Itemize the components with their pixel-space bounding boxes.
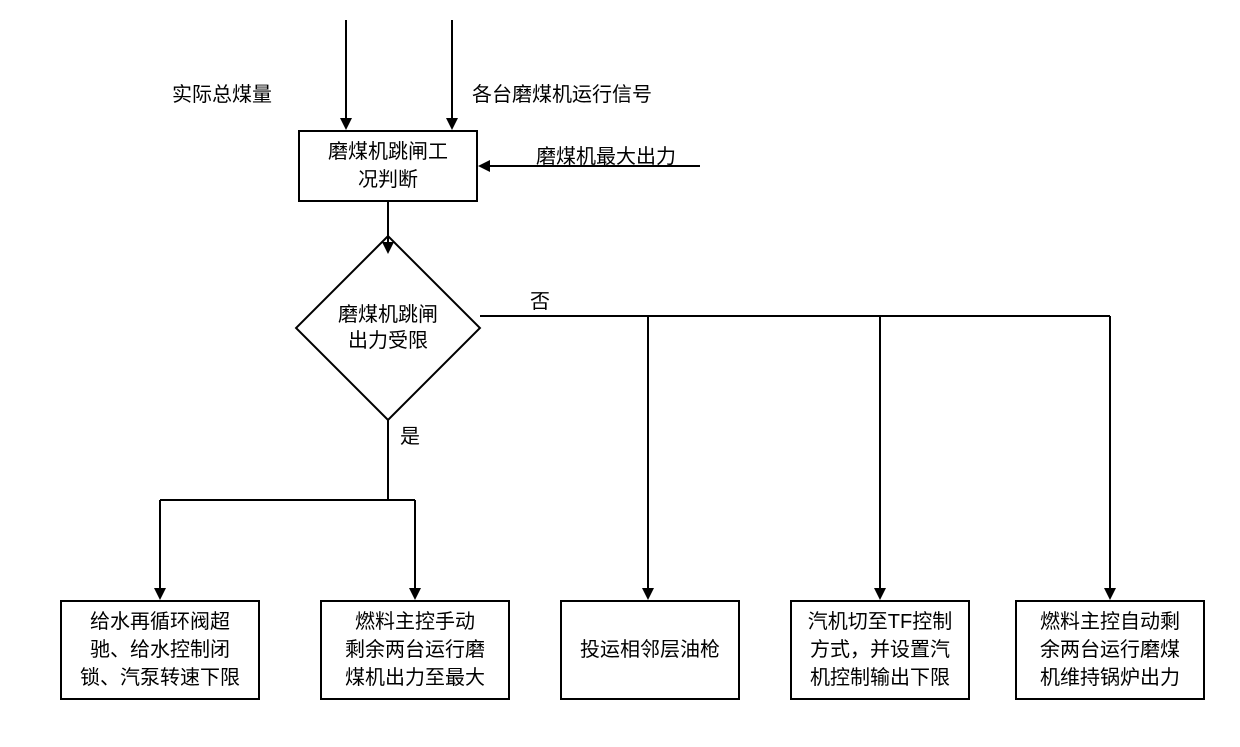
action1-l1: 燃料主控手动: [355, 611, 475, 633]
action0-l1: 给水再循环阀超: [90, 611, 230, 633]
action-box-0: 给水再循环阀超 驰、给水控制闭 锁、汽泵转速下限: [60, 600, 260, 700]
decision-no-label: 否: [530, 285, 550, 314]
action-box-1: 燃料主控手动 剩余两台运行磨 煤机出力至最大: [320, 600, 510, 700]
decision-line1: 磨煤机跳闸: [338, 304, 438, 326]
decision-diamond: 磨煤机跳闸 出力受限: [322, 262, 454, 394]
action3-l1: 汽机切至TF控制: [808, 611, 952, 633]
process-line1: 磨煤机跳闸工: [328, 141, 448, 163]
action-box-2: 投运相邻层油枪: [560, 600, 740, 700]
action1-l3: 煤机出力至最大: [345, 667, 485, 689]
action1-l2: 剩余两台运行磨: [345, 639, 485, 661]
action4-l3: 机维持锅炉出力: [1040, 667, 1180, 689]
action0-l3: 锁、汽泵转速下限: [80, 667, 240, 689]
action-box-4: 燃料主控自动剩 余两台运行磨煤 机维持锅炉出力: [1015, 600, 1205, 700]
process-line2: 况判断: [358, 169, 418, 191]
process-box: 磨煤机跳闸工 况判断: [298, 130, 478, 202]
action0-l2: 驰、给水控制闭: [90, 639, 230, 661]
action3-l3: 机控制输出下限: [810, 667, 950, 689]
action4-l2: 余两台运行磨煤: [1040, 639, 1180, 661]
input-right-label: 各台磨煤机运行信号: [472, 78, 652, 107]
input-side-label: 磨煤机最大出力: [536, 140, 676, 169]
decision-line2: 出力受限: [348, 330, 428, 352]
input-left-label: 实际总煤量: [172, 78, 272, 107]
action3-l2: 方式，并设置汽: [810, 639, 950, 661]
action2-l1: 投运相邻层油枪: [580, 639, 720, 661]
decision-yes-label: 是: [400, 420, 420, 449]
action4-l1: 燃料主控自动剩: [1040, 611, 1180, 633]
action-box-3: 汽机切至TF控制 方式，并设置汽 机控制输出下限: [790, 600, 970, 700]
